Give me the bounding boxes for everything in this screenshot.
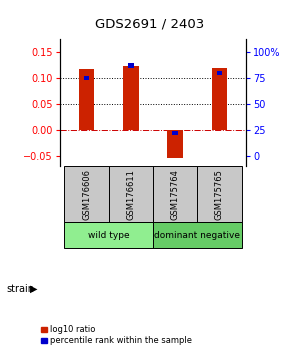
Text: GDS2691 / 2403: GDS2691 / 2403: [95, 17, 205, 30]
Bar: [167, 130, 183, 159]
Legend: log10 ratio, percentile rank within the sample: log10 ratio, percentile rank within the …: [40, 325, 193, 346]
Bar: [109, 166, 153, 222]
Bar: [64, 166, 109, 222]
Text: GSM176611: GSM176611: [126, 169, 135, 220]
Bar: [123, 66, 139, 130]
Bar: [217, 71, 222, 75]
Bar: [172, 131, 178, 135]
Bar: [79, 69, 94, 130]
Bar: [153, 166, 197, 222]
Bar: [128, 63, 134, 68]
Text: GSM175764: GSM175764: [171, 169, 180, 220]
Bar: [212, 68, 227, 130]
Text: strain: strain: [6, 284, 34, 293]
Bar: [153, 222, 242, 248]
Text: GSM175765: GSM175765: [215, 169, 224, 220]
Text: GSM176606: GSM176606: [82, 169, 91, 220]
Text: ▶: ▶: [30, 284, 38, 293]
Bar: [84, 76, 89, 80]
Bar: [64, 222, 153, 248]
Text: dominant negative: dominant negative: [154, 230, 240, 240]
Text: wild type: wild type: [88, 230, 130, 240]
Bar: [197, 166, 242, 222]
